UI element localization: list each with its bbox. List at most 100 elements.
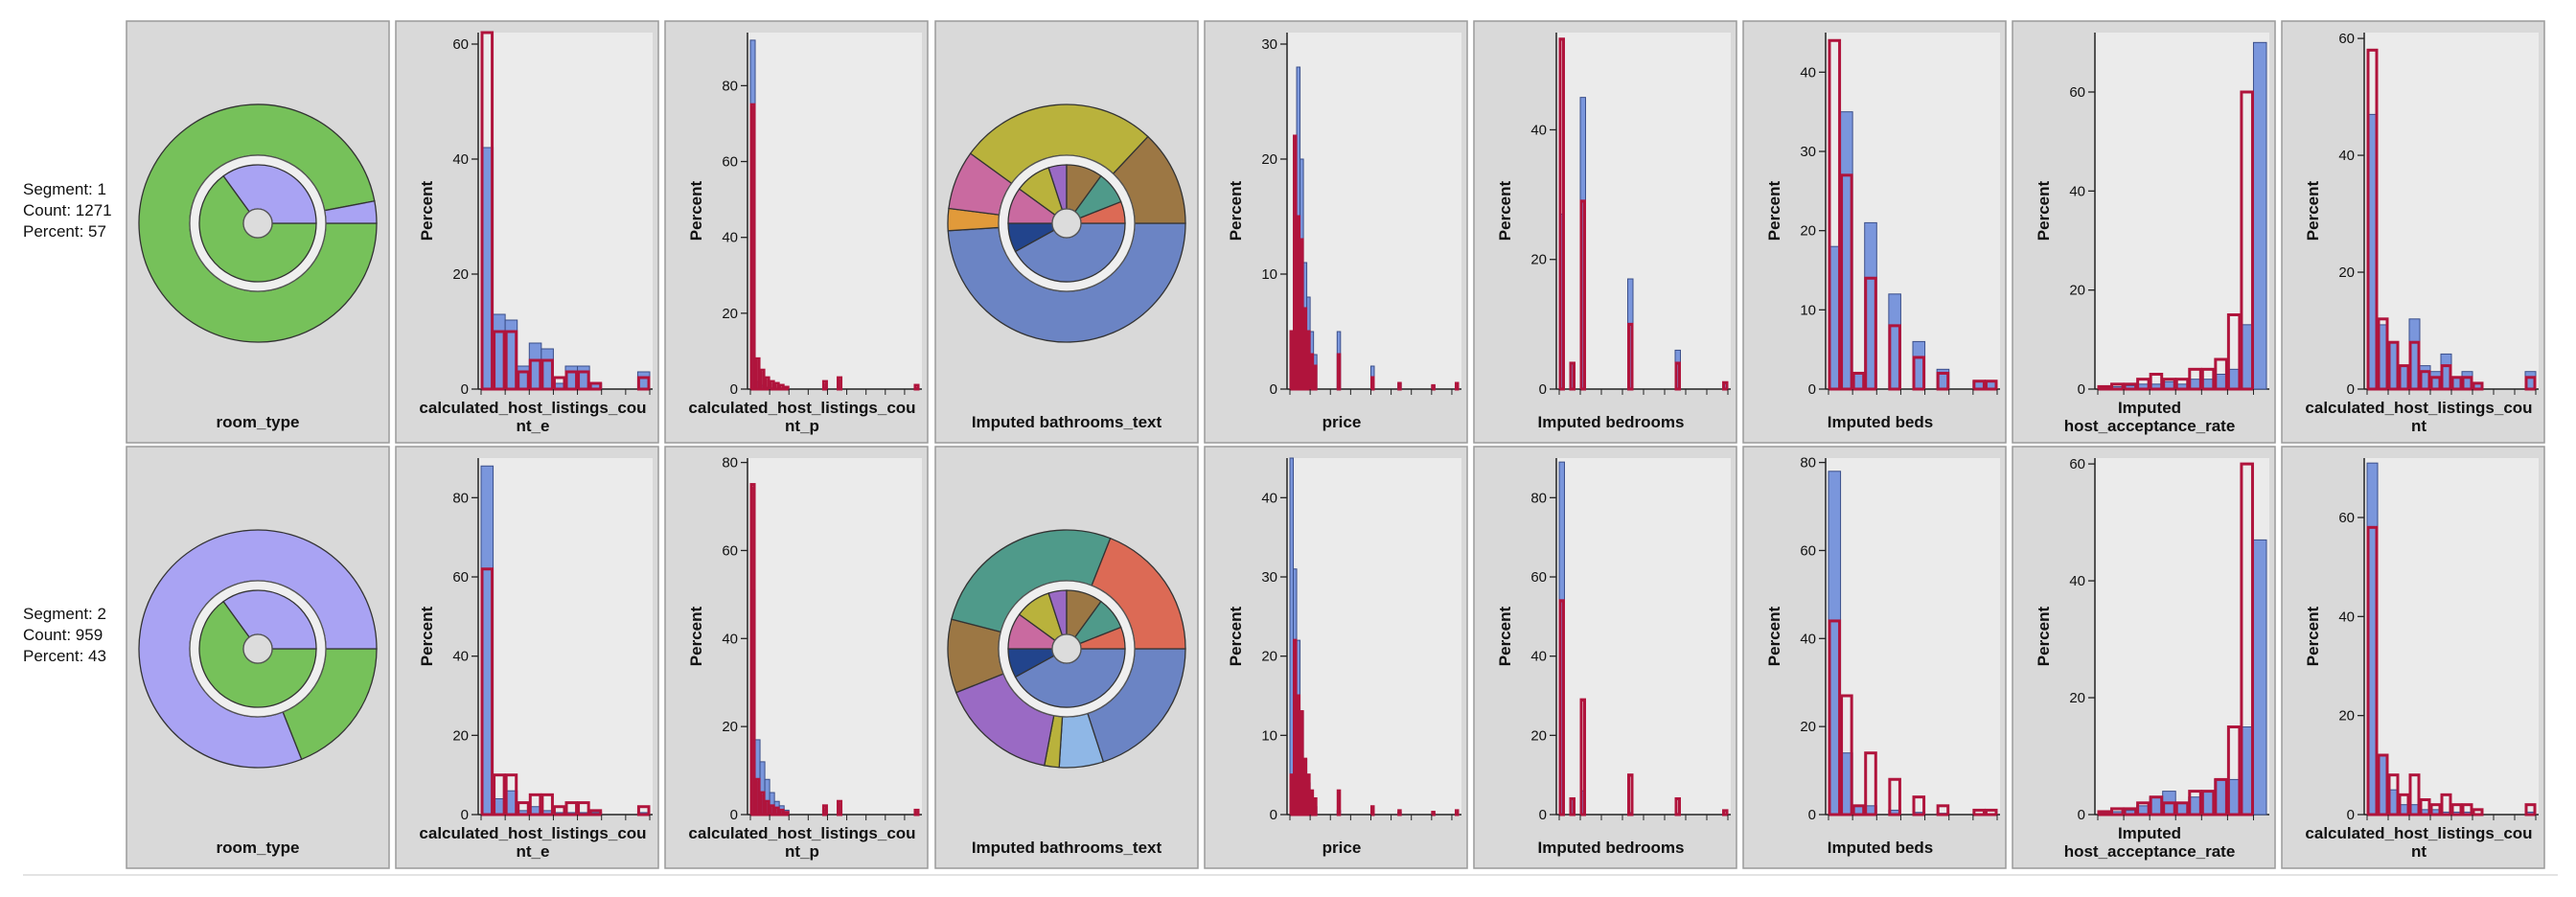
red-outline-bar [1369,805,1375,816]
red-outline-bar [2226,725,2242,816]
y-tick-label: 20 [1261,649,1277,665]
y-axis-label: Percent [687,606,705,666]
red-outline-bar [2162,378,2176,391]
x-axis-label: Imputed beds [1828,413,1934,431]
red-outline-bar [1864,276,1877,391]
y-tick-label: 40 [2069,573,2085,589]
x-axis-label-line2: host_acceptance_rate [2064,842,2236,861]
y-tick-label: 40 [1530,122,1547,138]
y-tick-label: 80 [1800,455,1816,472]
red-outline-bar [504,330,518,391]
y-tick-label: 0 [1808,807,1816,823]
pie-center-hole [1051,633,1082,664]
red-outline-bar [1306,330,1311,391]
red-outline-bar [1302,757,1308,816]
y-tick-label: 20 [722,719,738,735]
red-outline-bar [2377,317,2389,391]
red-outline-bar [769,804,775,816]
red-outline-bar [1579,199,1586,391]
y-tick-label: 60 [722,542,738,559]
y-tick-label: 40 [1261,490,1277,506]
pie-axis-label: Imputed bathrooms_text [972,413,1162,431]
red-outline-bar [2214,777,2228,816]
y-tick-label: 10 [1261,727,1277,744]
red-outline-bar [764,376,770,391]
histogram-panel-15: 0 20 40 60 80 Percent Imputed beds [1742,446,2007,869]
red-outline-bar [2174,378,2190,391]
red-outline-bar [1296,215,1301,391]
y-tick-label: 0 [461,807,469,823]
red-outline-bar [1309,789,1315,816]
red-outline-bar [2440,364,2452,391]
y-tick-label: 20 [2069,690,2085,706]
red-outline-bar [2429,803,2442,816]
red-outline-bar [1336,789,1342,816]
red-outline-bar [493,330,506,391]
y-axis-label: Percent [2035,606,2053,666]
x-axis-label-line1: Imputed [2118,824,2181,842]
pie-axis-label: room_type [217,839,300,857]
y-tick-label: 10 [1261,266,1277,283]
red-outline-bar [821,380,828,391]
y-tick-label: 0 [2347,381,2355,398]
red-outline-bar [504,773,518,816]
red-outline-bar [1293,638,1298,816]
y-tick-label: 60 [2338,510,2355,526]
histogram-panel-1: 0 20 40 60 Percent calculated_host_listings_c… [395,20,659,444]
red-outline-bar [2408,340,2421,391]
red-outline-bar [2136,378,2150,391]
red-outline-bar [564,370,579,391]
y-tick-label: 60 [1800,542,1816,559]
red-outline-bar [1984,808,1998,816]
y-tick-label: 60 [2069,456,2085,472]
red-outline-bar [552,376,566,391]
red-outline-bar [769,380,775,391]
blue-bar [1289,457,1295,816]
red-outline-bar [749,483,756,816]
red-outline-bar [1336,353,1342,391]
red-outline-bar [1972,380,1986,391]
x-axis-label: price [1322,413,1362,431]
y-axis-label: Percent [1765,180,1783,241]
red-outline-bar [1828,619,1842,816]
plot-area [1826,458,2000,815]
segment-2-info: Segment: 2 Count: 959 Percent: 43 [23,604,134,667]
y-axis-label: Percent [1496,606,1514,666]
plot-area [1287,458,1461,815]
pie-panel-0: room_type [126,20,390,444]
red-outline-bar [1674,796,1681,816]
x-axis-label: price [1322,839,1362,857]
y-axis-label: Percent [1496,180,1514,241]
pie-panel-9: room_type [126,446,390,869]
y-tick-label: 30 [1261,569,1277,586]
y-tick-label: 40 [722,230,738,246]
pie-center-hole [242,633,273,664]
red-outline-bar [1289,773,1295,816]
y-tick-label: 0 [1270,381,1277,398]
y-tick-label: 40 [1800,631,1816,647]
x-axis-label-line2: nt [2411,417,2426,435]
y-tick-label: 20 [2338,708,2355,724]
red-outline-bar [2429,376,2442,391]
y-axis-label: Percent [1227,180,1245,241]
red-outline-bar [2461,376,2473,391]
red-outline-bar [588,381,603,391]
red-outline-bar [2200,790,2216,816]
blue-bar [2252,41,2267,390]
red-outline-bar [1828,38,1842,391]
x-axis-label-line2: nt [2411,842,2426,861]
y-tick-label: 20 [2069,283,2085,299]
y-tick-label: 0 [2347,807,2355,823]
red-outline-bar [2226,313,2242,391]
y-tick-label: 0 [730,381,738,398]
y-axis-label: Percent [687,180,705,241]
y-tick-label: 20 [722,306,738,322]
red-outline-bar [636,376,651,391]
red-outline-bar [2123,807,2138,816]
red-outline-bar [1293,134,1298,391]
red-outline-bar [480,567,494,816]
segment-2-percent: Percent: 43 [23,647,106,665]
red-outline-bar [783,811,790,816]
y-tick-label: 60 [2338,31,2355,47]
red-outline-bar [1454,381,1460,391]
